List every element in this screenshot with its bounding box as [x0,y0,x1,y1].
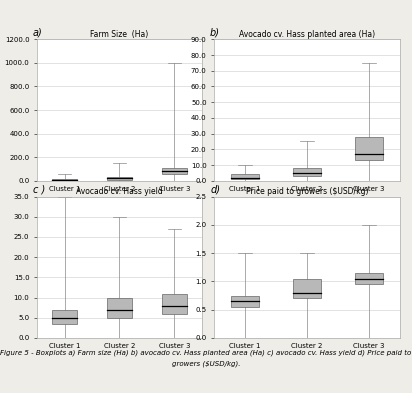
Bar [355,273,383,284]
Bar [52,179,77,180]
Bar [293,168,321,176]
Bar [107,176,132,180]
Bar [52,310,77,324]
Title: Avocado cv. Hass yield: Avocado cv. Hass yield [76,187,163,196]
Bar [231,296,259,307]
Bar [107,298,132,318]
Text: growers ($USD/kg).: growers ($USD/kg). [172,361,240,367]
Bar [355,137,383,160]
Text: c ): c ) [33,185,45,195]
Title: Farm Size  (Ha): Farm Size (Ha) [90,29,149,39]
Bar [293,279,321,298]
Bar [162,168,187,174]
Title: Price paid to growers ($USD/kg): Price paid to growers ($USD/kg) [246,187,368,196]
Title: Avocado cv. Hass planted area (Ha): Avocado cv. Hass planted area (Ha) [239,29,375,39]
Text: Figure 5 - Boxplots a) Farm size (Ha) b) avocado cv. Hass planted area (Ha) c) a: Figure 5 - Boxplots a) Farm size (Ha) b)… [0,349,412,356]
Text: b): b) [210,28,220,37]
Text: d): d) [210,185,220,195]
Bar [231,174,259,179]
Text: a): a) [33,28,43,37]
Bar [162,294,187,314]
